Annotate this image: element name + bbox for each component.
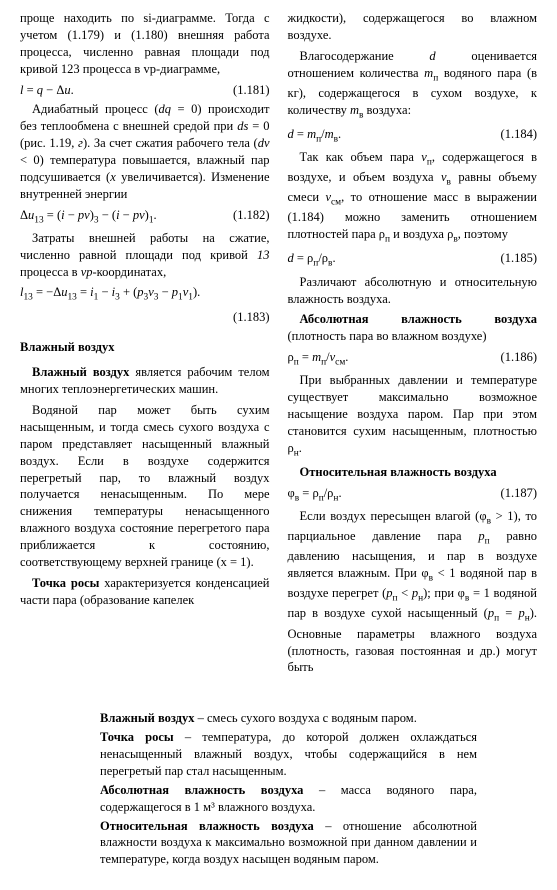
paragraph: Адиабатный процесс (dq = 0) происходит б… — [20, 101, 270, 202]
paragraph: Влажный воздух является рабочим телом мн… — [20, 364, 270, 398]
paragraph: Различают абсолютную и относительную вла… — [288, 274, 538, 308]
paragraph: Влагосодержание d оценивается отношением… — [288, 48, 538, 122]
equation-number: (1.187) — [495, 485, 537, 502]
paragraph: Если воздух пересыщен влагой (φв > 1), т… — [288, 508, 538, 676]
paragraph: проще находить по si-диаграмме. Тогда с … — [20, 10, 270, 78]
definition: Влажный воздух – смесь сухого воздуха с … — [100, 710, 477, 727]
paragraph: Затраты внешней работы на сжатие, числен… — [20, 230, 270, 281]
left-column: проще находить по si-диаграмме. Тогда с … — [20, 10, 270, 680]
equation-number: (1.182) — [227, 207, 269, 224]
paragraph: Относительная влажность воздуха — [288, 464, 538, 481]
paragraph: Так как объем пара vп, содержащегося в в… — [288, 149, 538, 247]
equation-body: φв = ρп/ρн. — [288, 485, 342, 505]
equation-number: (1.184) — [495, 126, 537, 143]
equation-body: Δu13 = (i − pv)3 − (i − pv)1. — [20, 207, 157, 227]
paragraph: Водяной пар может быть сухим насыщенным,… — [20, 402, 270, 571]
equation-line: d = mп/mв. (1.184) — [288, 126, 538, 146]
equation-body: l = q − Δu. — [20, 82, 74, 99]
right-column: жидкости), содержащегося во влажном возд… — [288, 10, 538, 680]
equation-number: (1.181) — [227, 82, 269, 99]
equation-body: d = ρп/ρв. — [288, 250, 336, 270]
term: Влажный воздух — [32, 365, 129, 379]
equation-number: (1.186) — [495, 349, 537, 366]
equation-line: Δu13 = (i − pv)3 − (i − pv)1. (1.182) — [20, 207, 270, 227]
section-title: Влажный воздух — [20, 339, 270, 356]
definition: Абсолютная влажность воздуха – масса вод… — [100, 782, 477, 816]
term: Относительная влажность воздуха — [300, 465, 497, 479]
equation-line: l = q − Δu. (1.181) — [20, 82, 270, 99]
paragraph: Абсолютная влажность воздуха (плотность … — [288, 311, 538, 345]
equation-body: ρп = mп/vсм. — [288, 349, 349, 369]
term: Точка росы — [32, 576, 99, 590]
term: Относительная влажность воздуха — [100, 819, 314, 833]
text: – смесь сухого воздуха с водяным паром. — [195, 711, 417, 725]
equation-line: φв = ρп/ρн. (1.187) — [288, 485, 538, 505]
two-column-layout: проще находить по si-диаграмме. Тогда с … — [20, 10, 537, 680]
paragraph: жидкости), содержащегося во влажном возд… — [288, 10, 538, 44]
term: Точка росы — [100, 730, 174, 744]
equation-line: ρп = mп/vсм. (1.186) — [288, 349, 538, 369]
equation-body: l13 = −Δu13 = i1 − i3 + (p3v3 − p1v1). — [20, 284, 270, 304]
equation-body: d = mп/mв. — [288, 126, 342, 146]
equation-number: (1.183) — [20, 309, 270, 326]
page: проще находить по si-диаграмме. Тогда с … — [0, 0, 557, 890]
term: Влажный воздух — [100, 711, 195, 725]
paragraph: При выбранных давлении и температуре сущ… — [288, 372, 538, 460]
term: Абсолютная влажность воздуха — [300, 312, 538, 326]
text: (плотность пара во влажном воздухе) — [288, 329, 487, 343]
equation-number: (1.185) — [495, 250, 537, 267]
paragraph: Точка росы характеризуется конденсацией … — [20, 575, 270, 609]
equation-line: d = ρп/ρв. (1.185) — [288, 250, 538, 270]
definition: Точка росы – температура, до которой дол… — [100, 729, 477, 780]
definition: Относительная влажность воздуха – отноше… — [100, 818, 477, 869]
definitions-block: Влажный воздух – смесь сухого воздуха с … — [20, 710, 537, 868]
